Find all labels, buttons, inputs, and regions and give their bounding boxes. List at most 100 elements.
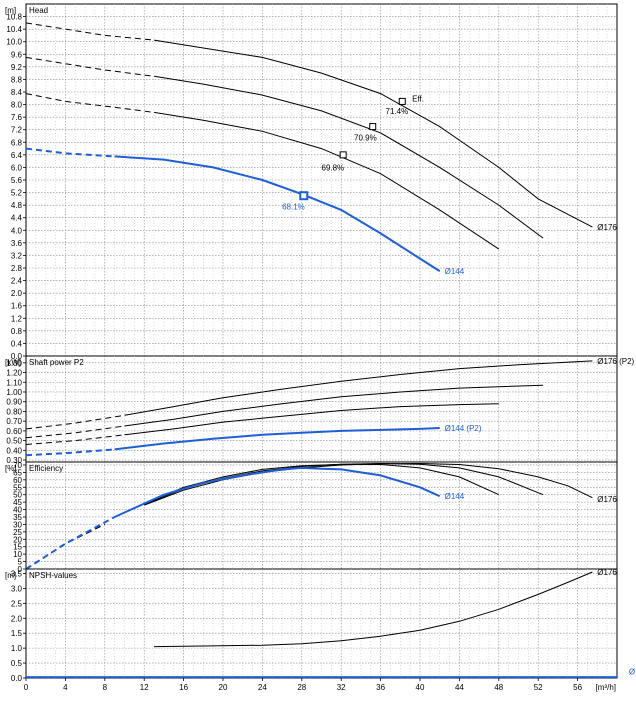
x-unit-label: [m³/h] <box>596 683 616 692</box>
y-unit-label: [m] <box>5 571 16 580</box>
y-tick-label: 70 <box>13 461 22 470</box>
series-line-dashed <box>25 414 125 430</box>
y-tick-label: 4.0 <box>11 226 23 235</box>
bep-marker <box>339 151 347 159</box>
y-tick-label: 2.4 <box>11 277 23 286</box>
y-tick-label: 20 <box>13 535 22 544</box>
series-label: Ø144 (P2) <box>445 424 482 433</box>
y-tick-label: 7.2 <box>11 126 23 135</box>
series-line-dashed <box>25 56 155 77</box>
y-unit-label: [%] <box>5 464 17 473</box>
y-tick-label: 1.30 <box>6 359 22 368</box>
x-tick-label: 44 <box>455 683 464 692</box>
series-label: Ø144 <box>629 667 636 676</box>
panel-title: Efficiency <box>29 464 63 473</box>
y-tick-label: 2.8 <box>11 264 23 273</box>
x-tick-label: 24 <box>258 683 267 692</box>
y-unit-label: [kW] <box>5 358 21 367</box>
series-label: Ø144 <box>445 492 465 501</box>
y-tick-label: 0.60 <box>6 427 22 436</box>
x-tick-label: 36 <box>376 683 385 692</box>
y-tick-label: 50 <box>13 491 22 500</box>
y-tick-label: 1.00 <box>6 388 22 397</box>
series-line-dashed <box>25 147 115 158</box>
y-tick-label: 9.2 <box>11 63 23 72</box>
y-tick-label: 1.20 <box>6 369 22 378</box>
series-label: Ø176 <box>597 223 617 232</box>
series-line <box>124 384 544 427</box>
y-tick-label: 8.0 <box>11 101 23 110</box>
y-tick-label: 0 <box>18 565 23 574</box>
marker-label: Eff. <box>412 94 424 103</box>
x-tick-label: 0 <box>24 683 29 692</box>
y-tick-label: 55 <box>13 483 22 492</box>
panel-frame <box>25 355 618 463</box>
y-tick-label: 3.6 <box>11 239 23 248</box>
y-tick-label: 10 <box>13 550 22 559</box>
y-tick-label: 0.90 <box>6 398 22 407</box>
y-tick-label: 1.0 <box>11 644 23 653</box>
y-tick-label: 30 <box>13 520 22 529</box>
y-tick-label: 0.4 <box>11 339 23 348</box>
x-tick-label: 56 <box>573 683 582 692</box>
x-tick-label: 8 <box>103 683 108 692</box>
y-tick-label: 6.8 <box>11 138 23 147</box>
y-tick-label: 3.5 <box>11 569 23 578</box>
x-tick-label: 20 <box>219 683 228 692</box>
panel-title: Shaft power P2 <box>29 358 84 367</box>
series-line <box>114 466 441 518</box>
x-tick-label: 40 <box>416 683 425 692</box>
series-line <box>154 39 593 228</box>
series-label: Ø144 <box>445 267 465 276</box>
y-tick-label: 0.80 <box>6 407 22 416</box>
x-tick-label: 28 <box>297 683 306 692</box>
series-line <box>114 427 440 451</box>
marker-label: 69.8% <box>322 163 345 172</box>
y-tick-label: 8.4 <box>11 88 23 97</box>
y-tick-label: 5 <box>18 558 23 567</box>
series-label: Ø176 <box>597 495 617 504</box>
y-tick-label: 0.50 <box>6 437 22 446</box>
marker-label: 71.4% <box>386 107 409 116</box>
series-line <box>154 111 500 250</box>
y-tick-label: 4.4 <box>11 214 23 223</box>
x-tick-label: 32 <box>337 683 346 692</box>
bep-marker <box>369 123 377 131</box>
y-tick-label: 8.8 <box>11 75 23 84</box>
y-tick-label: 2.0 <box>11 289 23 298</box>
y-tick-label: 3.0 <box>11 584 23 593</box>
y-tick-label: 2.5 <box>11 599 23 608</box>
y-tick-label: 25 <box>13 528 22 537</box>
bep-marker <box>398 97 406 105</box>
y-tick-label: 1.2 <box>11 314 23 323</box>
series-line-dashed <box>25 434 125 445</box>
series-line <box>124 360 593 416</box>
y-tick-label: 45 <box>13 498 22 507</box>
y-tick-label: 6.0 <box>11 163 23 172</box>
y-tick-label: 0.8 <box>11 327 23 336</box>
series-line-dashed <box>25 448 115 457</box>
y-tick-label: 15 <box>13 543 22 552</box>
panel-3: 0.0 0.5 1.0 1.5 2.0 2.5 3.0 3.5[m] NPSH-values Ø1… <box>5 568 636 683</box>
y-tick-label: 10.8 <box>6 13 22 22</box>
y-tick-label: 10.4 <box>6 25 22 34</box>
x-tick-label: 48 <box>494 683 503 692</box>
y-tick-label: 4.8 <box>11 201 23 210</box>
y-tick-label: 9.6 <box>11 50 23 59</box>
y-tick-label: 5.6 <box>11 176 23 185</box>
y-tick-label: 1.5 <box>11 629 23 638</box>
series-line-dashed <box>25 93 155 113</box>
series-label: Ø176 <box>597 568 617 577</box>
y-tick-label: 0.70 <box>6 417 22 426</box>
y-tick-label: 0.30 <box>6 456 22 465</box>
panel-title: Head <box>29 6 48 15</box>
y-tick-label: 0.0 <box>11 674 23 683</box>
series-line <box>154 75 544 239</box>
panel-1: 0.300.400.500.600.700.800.901.001.101.20… <box>5 355 635 465</box>
series-line-dashed <box>25 22 155 41</box>
y-tick-label: 6.4 <box>11 151 23 160</box>
marker-label: 68.1% <box>282 203 305 212</box>
series-line <box>124 403 499 436</box>
x-tick-label: 16 <box>179 683 188 692</box>
